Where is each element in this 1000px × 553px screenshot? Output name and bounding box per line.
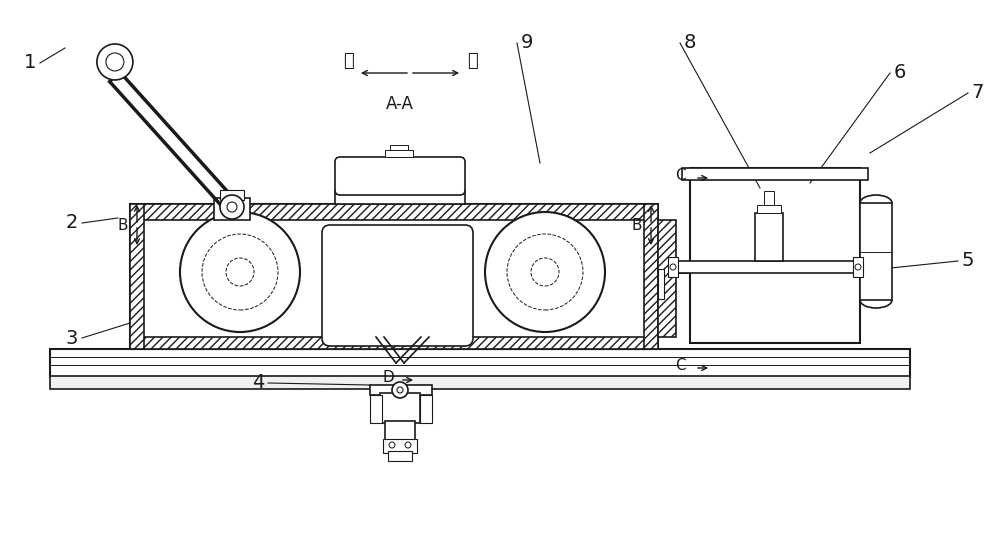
Text: 后: 后 — [343, 52, 353, 70]
Bar — [130, 204, 144, 349]
Text: 9: 9 — [521, 34, 533, 53]
Text: D: D — [382, 369, 394, 384]
Text: B: B — [632, 217, 642, 232]
Bar — [130, 337, 658, 349]
Text: 1: 1 — [24, 54, 36, 72]
Circle shape — [180, 212, 300, 332]
Bar — [658, 220, 676, 337]
Text: 8: 8 — [684, 34, 696, 53]
Text: C: C — [675, 168, 685, 182]
Bar — [853, 257, 863, 277]
Text: 7: 7 — [972, 84, 984, 102]
Bar — [50, 349, 910, 377]
Bar — [380, 393, 420, 423]
Bar — [690, 168, 860, 343]
Bar — [676, 261, 855, 273]
Bar — [130, 204, 658, 220]
Circle shape — [97, 44, 133, 80]
Bar — [220, 190, 244, 200]
Circle shape — [392, 382, 408, 398]
Bar — [388, 451, 412, 461]
Text: D: D — [382, 441, 394, 456]
Bar — [370, 395, 382, 423]
Bar — [764, 191, 774, 205]
Text: 前: 前 — [467, 52, 477, 70]
Bar — [130, 204, 658, 349]
Bar — [385, 421, 415, 441]
Bar — [682, 168, 868, 180]
Circle shape — [485, 212, 605, 332]
Bar — [757, 205, 781, 213]
Bar — [755, 213, 783, 261]
Text: 2: 2 — [66, 213, 78, 232]
Text: 3: 3 — [66, 328, 78, 347]
Bar — [420, 395, 432, 423]
Bar — [335, 190, 465, 204]
FancyBboxPatch shape — [322, 225, 473, 346]
Bar — [385, 150, 413, 157]
Bar — [50, 376, 910, 389]
Bar — [383, 439, 417, 453]
Bar — [214, 198, 250, 220]
Text: C: C — [675, 357, 685, 373]
Text: B: B — [118, 217, 128, 232]
Bar — [370, 385, 432, 395]
Bar — [658, 269, 664, 299]
Bar — [644, 204, 658, 349]
Bar — [390, 145, 408, 150]
Text: 4: 4 — [252, 373, 264, 393]
Bar — [668, 257, 678, 277]
Circle shape — [220, 195, 244, 219]
Text: A-A: A-A — [386, 95, 414, 113]
Text: 5: 5 — [962, 252, 974, 270]
Text: 6: 6 — [894, 64, 906, 82]
FancyBboxPatch shape — [335, 157, 465, 195]
Bar — [860, 203, 892, 300]
